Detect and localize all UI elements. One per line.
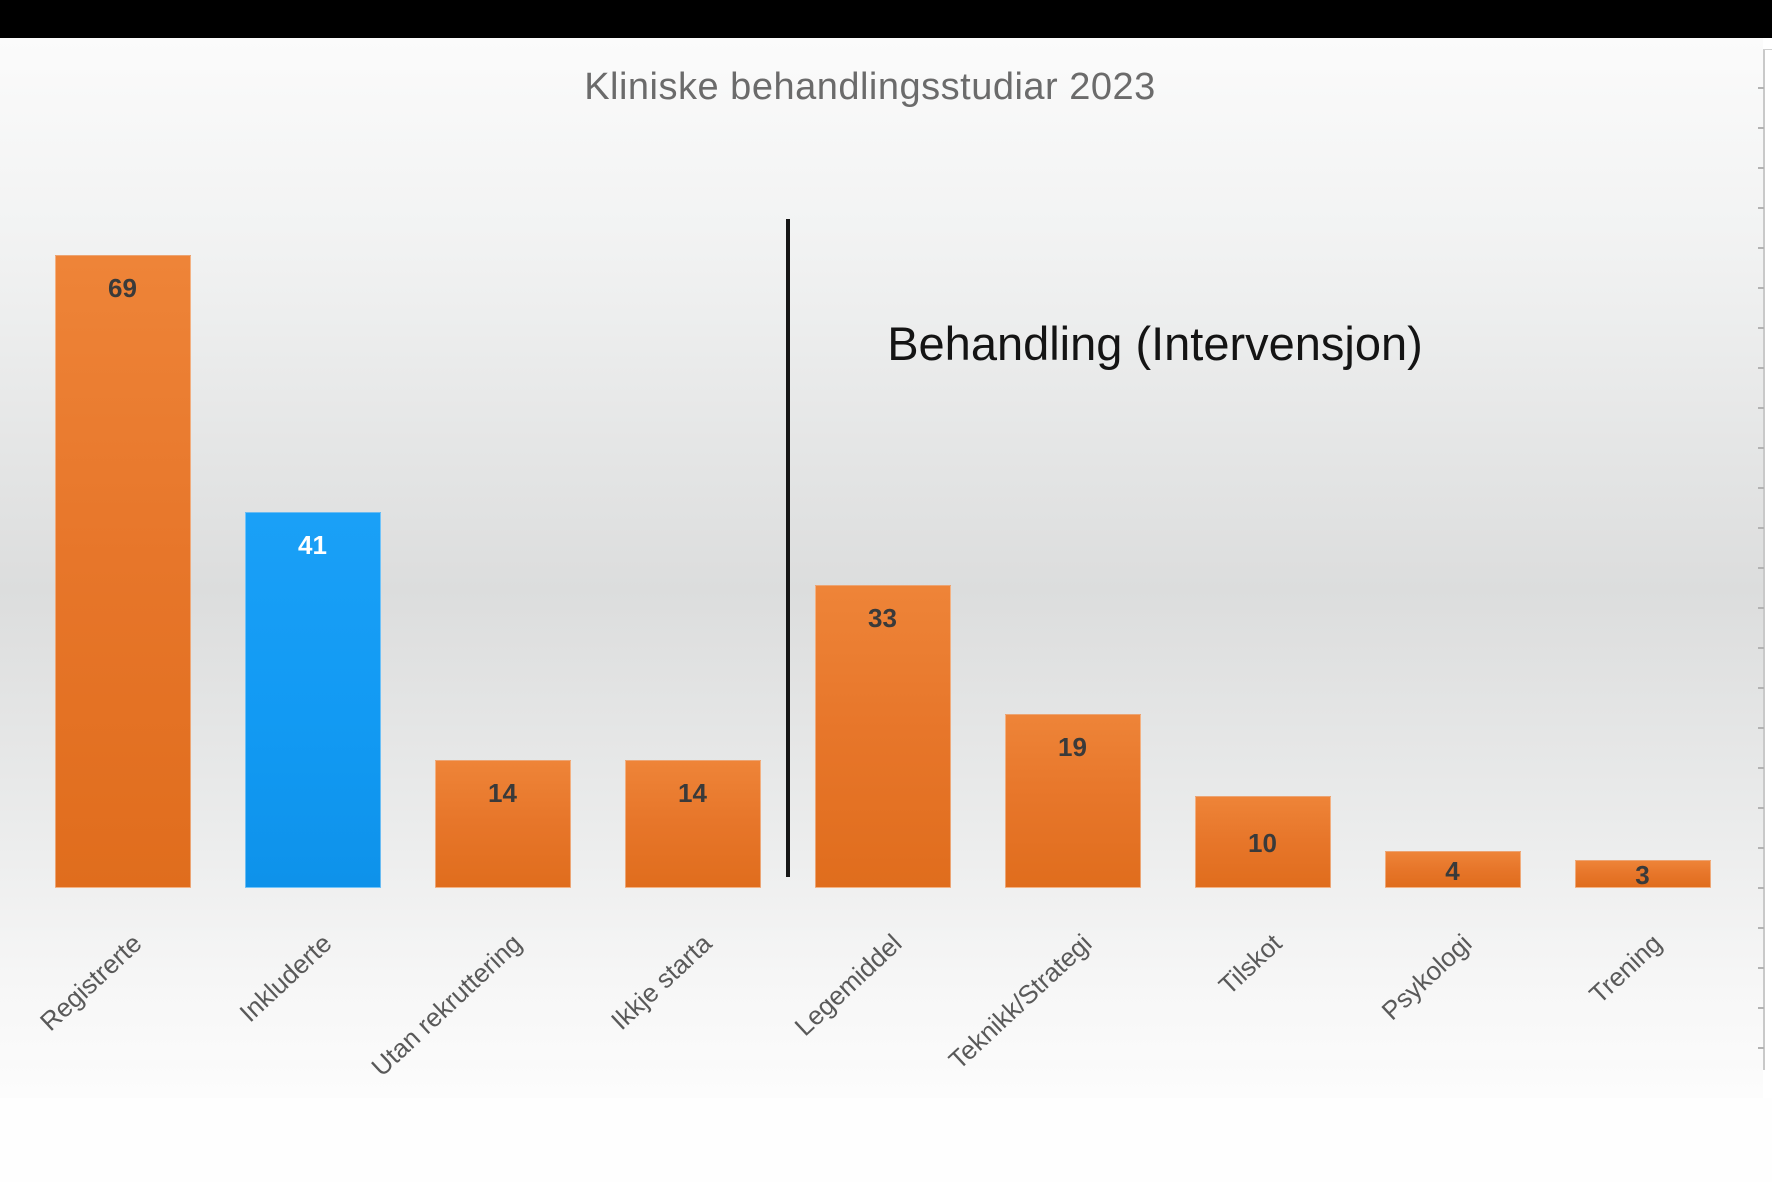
ruler-tick	[1758, 967, 1764, 969]
ruler-tick	[1758, 567, 1764, 569]
ruler-tick	[1758, 127, 1764, 129]
ruler-tick	[1758, 407, 1764, 409]
letterbox-top-bar	[0, 0, 1772, 38]
ruler-tick	[1758, 727, 1764, 729]
bar-value-label: 14	[678, 778, 707, 808]
ruler-tick	[1758, 847, 1764, 849]
right-ruler-column	[1763, 38, 1772, 1098]
section-divider-line	[786, 219, 790, 877]
ruler-tick	[1758, 767, 1764, 769]
annotation-behandling: Behandling (Intervensjon)	[887, 317, 1423, 370]
bar-value-label: 10	[1248, 828, 1277, 858]
ruler-tick	[1758, 1047, 1764, 1049]
ruler-tick	[1758, 687, 1764, 689]
bar-value-label: 14	[488, 778, 517, 808]
bar-utan-rekruttering: 14	[434, 760, 571, 888]
ruler-tick	[1758, 247, 1764, 249]
ruler-tick	[1758, 527, 1764, 529]
bar-value-label: 3	[1635, 860, 1650, 890]
ruler-tick	[1758, 207, 1764, 209]
ruler-tick	[1758, 887, 1764, 889]
ruler-tick	[1758, 927, 1764, 929]
bar-registrerte: 69	[54, 255, 191, 888]
ruler-tick	[1758, 367, 1764, 369]
ruler-tick	[1758, 327, 1764, 329]
right-ruler-top-edge	[1763, 49, 1772, 50]
bar-trening: 3	[1574, 860, 1711, 890]
ruler-tick	[1758, 1007, 1764, 1009]
ruler-tick	[1758, 647, 1764, 649]
bar-inkluderte: 41	[244, 512, 381, 888]
bar-teknikk-strategi: 19	[1004, 714, 1141, 888]
chart-title: Kliniske behandlingsstudiar 2023	[584, 66, 1156, 108]
bar-legemiddel: 33	[814, 585, 951, 888]
bar-ikkje-starta: 14	[624, 760, 761, 888]
ruler-tick	[1758, 807, 1764, 809]
bar-value-label: 4	[1445, 856, 1460, 886]
bar-value-label: 41	[298, 530, 327, 560]
bar-value-label: 69	[108, 273, 137, 303]
ruler-tick	[1758, 87, 1764, 89]
bar-psykologi: 4	[1384, 851, 1521, 888]
right-ruler-axis-line	[1763, 50, 1765, 1070]
ruler-tick	[1758, 447, 1764, 449]
bar-value-label: 19	[1058, 732, 1087, 762]
ruler-tick	[1758, 607, 1764, 609]
bar-tilskot: 10	[1194, 796, 1331, 888]
ruler-tick	[1758, 487, 1764, 489]
ruler-tick	[1758, 167, 1764, 169]
bar-value-label: 33	[868, 603, 897, 633]
page-margin-bottom	[0, 1098, 1772, 1182]
ruler-tick	[1758, 287, 1764, 289]
